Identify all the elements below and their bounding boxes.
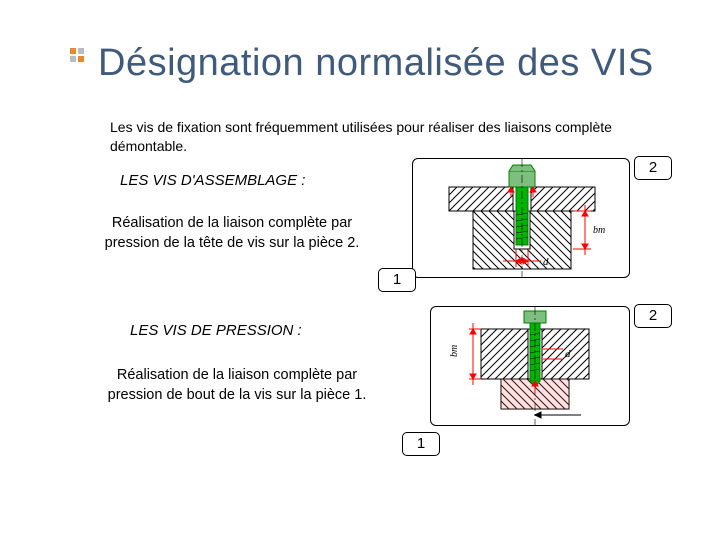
figure-assembly-screw: d bm — [412, 158, 630, 278]
title-block: Désignation normalisée des VIS — [70, 42, 654, 85]
page-title: Désignation normalisée des VIS — [70, 42, 654, 85]
label-piece-1-fig1: 1 — [378, 268, 416, 292]
dim-bm-label: bm — [593, 225, 605, 236]
label-piece-1-fig2: 1 — [402, 432, 440, 456]
section2-heading: LES VIS DE PRESSION : — [130, 322, 302, 339]
dim-bm-label-2: bm — [449, 345, 460, 357]
intro-text: Les vis de fixation sont fréquemment uti… — [110, 118, 670, 156]
label-piece-2-fig1: 2 — [634, 156, 672, 180]
title-bullet-icon — [70, 48, 88, 66]
label-piece-2-fig2: 2 — [634, 304, 672, 328]
section1-description: Réalisation de la liaison complète par p… — [92, 214, 372, 253]
figure-pressure-screw: bm d — [430, 306, 630, 426]
section2-description: Réalisation de la liaison complète par p… — [92, 366, 382, 405]
section1-heading: LES VIS D'ASSEMBLAGE : — [120, 172, 305, 189]
dim-d-label-2: d — [565, 348, 571, 360]
dim-d-label: d — [543, 256, 549, 268]
